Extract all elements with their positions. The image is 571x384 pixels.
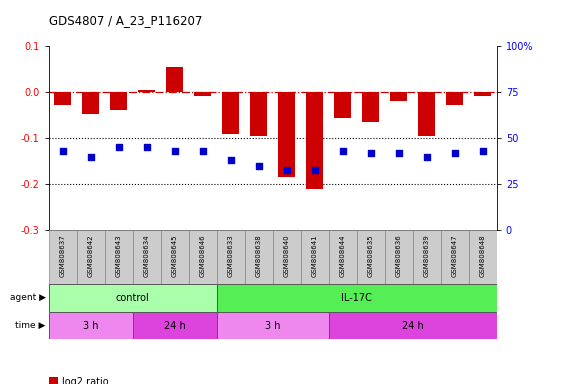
Text: GSM808645: GSM808645	[172, 235, 178, 277]
Bar	[273, 230, 301, 284]
Bar	[216, 284, 497, 312]
Point	[422, 154, 431, 160]
Bar	[362, 92, 379, 122]
Text: GSM808646: GSM808646	[200, 235, 206, 277]
Text: 3 h: 3 h	[83, 321, 98, 331]
Text: agent ▶: agent ▶	[10, 293, 46, 303]
Text: GSM808647: GSM808647	[452, 235, 458, 277]
Point	[310, 167, 319, 173]
Bar	[329, 230, 357, 284]
Bar	[222, 92, 239, 134]
Bar	[244, 230, 273, 284]
Text: GSM808637: GSM808637	[59, 235, 66, 278]
Bar	[194, 92, 211, 96]
Text: log2 ratio: log2 ratio	[62, 377, 109, 384]
Bar	[334, 92, 351, 118]
Bar	[77, 230, 104, 284]
Bar	[391, 92, 407, 101]
Text: IL-17C: IL-17C	[341, 293, 372, 303]
Point	[394, 150, 403, 156]
Bar	[110, 92, 127, 110]
Bar	[104, 230, 132, 284]
Point	[254, 163, 263, 169]
Bar	[49, 284, 216, 312]
Bar	[357, 230, 385, 284]
Bar	[306, 92, 323, 189]
Text: GSM808639: GSM808639	[424, 235, 430, 278]
Bar	[138, 90, 155, 92]
Bar	[54, 92, 71, 105]
Bar	[469, 230, 497, 284]
Text: GSM808640: GSM808640	[284, 235, 289, 277]
Bar	[301, 230, 329, 284]
Bar	[329, 312, 497, 339]
Bar	[132, 312, 216, 339]
Point	[338, 148, 347, 154]
Point	[450, 150, 459, 156]
Bar	[160, 230, 188, 284]
Text: GSM808636: GSM808636	[396, 235, 402, 278]
Text: 24 h: 24 h	[402, 321, 424, 331]
Text: GSM808648: GSM808648	[480, 235, 486, 277]
Bar	[385, 230, 413, 284]
Point	[282, 167, 291, 173]
Bar	[419, 92, 435, 136]
Point	[58, 148, 67, 154]
Text: GSM808638: GSM808638	[256, 235, 262, 278]
Bar	[188, 230, 216, 284]
Text: GDS4807 / A_23_P116207: GDS4807 / A_23_P116207	[49, 14, 202, 27]
Point	[114, 144, 123, 151]
Text: time ▶: time ▶	[15, 321, 46, 330]
Point	[142, 144, 151, 151]
Text: GSM808642: GSM808642	[87, 235, 94, 277]
Bar	[82, 92, 99, 114]
Point	[86, 154, 95, 160]
Text: GSM808644: GSM808644	[340, 235, 345, 277]
Point	[170, 148, 179, 154]
Bar	[132, 230, 160, 284]
Bar	[413, 230, 441, 284]
Point	[478, 148, 487, 154]
Bar	[49, 230, 77, 284]
Bar	[475, 92, 491, 96]
Bar	[250, 92, 267, 136]
Text: control: control	[116, 293, 150, 303]
Point	[366, 150, 375, 156]
Text: GSM808641: GSM808641	[312, 235, 317, 277]
Bar	[49, 312, 132, 339]
Bar	[216, 230, 244, 284]
Text: GSM808634: GSM808634	[143, 235, 150, 277]
Bar	[278, 92, 295, 177]
Text: 3 h: 3 h	[265, 321, 280, 331]
Bar	[166, 67, 183, 92]
Text: GSM808643: GSM808643	[115, 235, 122, 277]
Text: GSM808635: GSM808635	[368, 235, 373, 277]
Text: GSM808633: GSM808633	[228, 235, 234, 278]
Point	[198, 148, 207, 154]
Point	[226, 157, 235, 164]
Bar	[441, 230, 469, 284]
Bar	[216, 312, 329, 339]
Text: 24 h: 24 h	[164, 321, 186, 331]
Bar	[447, 92, 463, 105]
